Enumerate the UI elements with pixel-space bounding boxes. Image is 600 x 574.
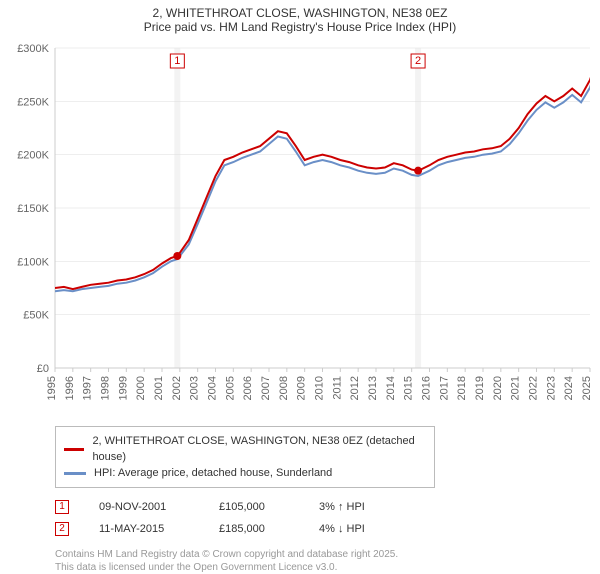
y-tick-label: £100K: [17, 256, 49, 268]
x-tick-label: 2003: [189, 376, 201, 400]
chart-area: £0 £50K £100K £150K £200K £250K £300K 1995 1996 1…: [0, 38, 600, 418]
x-tick-label: 1998: [100, 376, 112, 400]
x-tick-label: 2023: [545, 376, 557, 400]
x-tick-label: 2010: [314, 376, 326, 400]
transaction-date: 11-MAY-2015: [99, 518, 189, 540]
transaction-row: 1 09-NOV-2001 £105,000 3% ↑ HPI: [55, 496, 600, 518]
transactions-table: 1 09-NOV-2001 £105,000 3% ↑ HPI 2 11-MAY-2015…: [55, 496, 600, 540]
y-tick-label: £300K: [17, 43, 49, 55]
attribution: Contains HM Land Registry data © Crown c…: [55, 548, 600, 574]
x-tick-label: 2009: [296, 376, 308, 400]
transaction-price: £105,000: [219, 496, 289, 518]
x-tick-label: 2000: [135, 376, 147, 400]
marker-dot: [173, 252, 181, 260]
chart-title: 2, WHITETHROAT CLOSE, WASHINGTON, NE38 0…: [0, 0, 600, 38]
x-tick-label: 2025: [581, 376, 593, 400]
attribution-line-2: This data is licensed under the Open Gov…: [55, 561, 600, 574]
legend-swatch: [64, 448, 84, 451]
x-tick-label: 1995: [46, 376, 58, 400]
transaction-price: £185,000: [219, 518, 289, 540]
legend-label: HPI: Average price, detached house, Sund…: [94, 465, 332, 481]
x-tick-label: 2017: [438, 376, 450, 400]
x-tick-label: 1996: [64, 376, 76, 400]
y-tick-label: £250K: [17, 96, 49, 108]
transaction-date: 09-NOV-2001: [99, 496, 189, 518]
x-tick-label: 2020: [492, 376, 504, 400]
series-hpi: [55, 72, 595, 292]
x-tick-label: 2024: [563, 376, 575, 400]
marker-badge-text: 2: [415, 55, 421, 67]
legend-label: 2, WHITETHROAT CLOSE, WASHINGTON, NE38 0…: [92, 433, 426, 465]
x-tick-label: 1999: [117, 376, 129, 400]
marker-dot: [414, 167, 422, 175]
transaction-badge: 2: [55, 522, 69, 536]
x-tick-label: 2005: [224, 376, 236, 400]
y-tick-label: £200K: [17, 150, 49, 162]
x-tick-label: 2018: [456, 376, 468, 400]
transaction-badge: 1: [55, 500, 69, 514]
attribution-line-1: Contains HM Land Registry data © Crown c…: [55, 548, 600, 561]
y-tick-label: £150K: [17, 203, 49, 215]
x-tick-label: 2016: [421, 376, 433, 400]
x-tick-label: 2001: [153, 376, 165, 400]
transaction-delta: 4% ↓ HPI: [319, 518, 409, 540]
x-tick-label: 2008: [278, 376, 290, 400]
y-tick-label: £50K: [23, 310, 49, 322]
price-chart-svg: £0 £50K £100K £150K £200K £250K £300K 1995 1996 1…: [0, 38, 600, 418]
series-price_paid: [55, 64, 595, 289]
legend-swatch: [64, 472, 86, 475]
x-tick-label: 2011: [331, 376, 343, 400]
x-tick-label: 2013: [367, 376, 379, 400]
title-line-2: Price paid vs. HM Land Registry's House …: [0, 20, 600, 34]
legend-item: HPI: Average price, detached house, Sund…: [64, 465, 426, 481]
y-tick-label: £0: [37, 363, 49, 375]
x-tick-label: 2002: [171, 376, 183, 400]
x-tick-label: 2012: [349, 376, 361, 400]
transaction-delta: 3% ↑ HPI: [319, 496, 409, 518]
x-tick-label: 2022: [528, 376, 540, 400]
x-tick-label: 2021: [510, 376, 522, 400]
x-tick-label: 2014: [385, 376, 397, 400]
legend-item: 2, WHITETHROAT CLOSE, WASHINGTON, NE38 0…: [64, 433, 426, 465]
x-tick-label: 2006: [242, 376, 254, 400]
x-tick-label: 2015: [403, 376, 415, 400]
title-line-1: 2, WHITETHROAT CLOSE, WASHINGTON, NE38 0…: [0, 6, 600, 20]
x-tick-label: 2007: [260, 376, 272, 400]
x-tick-label: 2004: [207, 376, 219, 400]
x-tick-label: 1997: [82, 376, 94, 400]
legend: 2, WHITETHROAT CLOSE, WASHINGTON, NE38 0…: [55, 426, 435, 488]
marker-badge-text: 1: [174, 55, 180, 67]
x-tick-label: 2019: [474, 376, 486, 400]
transaction-row: 2 11-MAY-2015 £185,000 4% ↓ HPI: [55, 518, 600, 540]
